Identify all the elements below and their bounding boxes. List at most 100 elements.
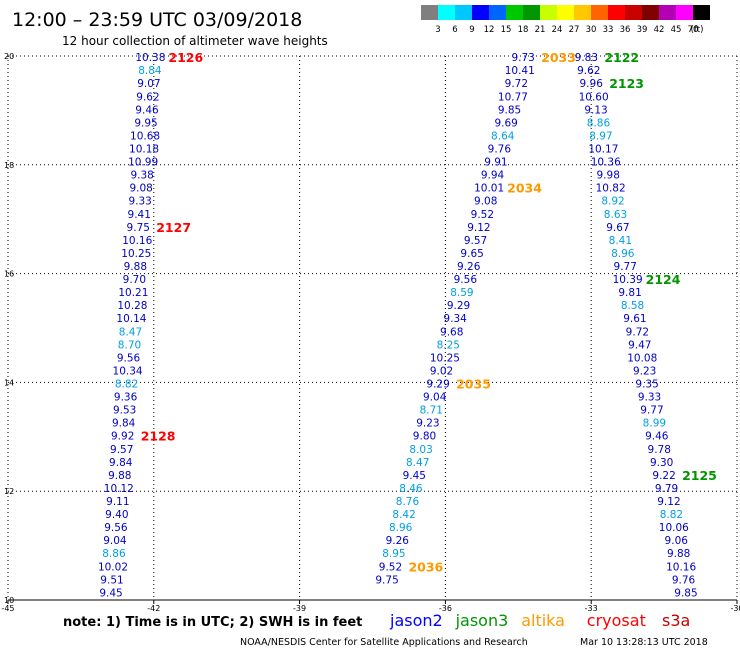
- colorbar-swatch: [421, 5, 438, 20]
- data-point-label: 9.75: [127, 222, 150, 234]
- data-point-label: 8.86: [102, 548, 126, 560]
- data-point-label: 8.47: [119, 326, 142, 338]
- pass-label: 2036: [408, 559, 443, 574]
- data-point-label: 9.33: [128, 196, 151, 208]
- data-point-label: 9.04: [103, 535, 127, 547]
- colorbar-label: 12: [484, 25, 495, 35]
- colorbar-swatch: [659, 5, 676, 20]
- data-point-label: 10.01: [474, 183, 504, 195]
- data-point-label: 9.08: [129, 183, 152, 195]
- data-point-label: 9.98: [597, 170, 620, 182]
- colorbar-swatch: [693, 5, 710, 20]
- data-point-label: 9.88: [124, 261, 147, 273]
- colorbar-label: 30: [586, 25, 597, 35]
- data-point-label: 10.14: [116, 313, 146, 325]
- y-tick-label: 10: [4, 596, 14, 605]
- note-text: note: 1) Time is in UTC; 2) SWH is in fe…: [63, 615, 362, 630]
- data-point-label: 9.41: [128, 209, 151, 221]
- pass-label: 2034: [507, 181, 542, 196]
- data-point-label: 9.26: [457, 261, 481, 273]
- axes: -45 -42 -39 -36 -33 -30 10 12 14 16 18 20: [1, 52, 740, 613]
- data-point-label: 9.72: [626, 326, 649, 338]
- colorbar-label: 18: [518, 25, 529, 35]
- colorbar-swatch: [472, 5, 489, 20]
- data-point-label: 9.76: [672, 574, 696, 586]
- colorbar-swatch: [438, 5, 455, 20]
- data-point-label: 9.29: [426, 378, 449, 390]
- data-point-label: 9.72: [505, 78, 528, 90]
- data-point-label: 10.25: [121, 248, 151, 260]
- data-point-label: 9.23: [416, 418, 439, 430]
- data-point-label: 9.33: [638, 392, 661, 404]
- pass-label: 2125: [682, 468, 717, 483]
- data-point-label: 8.99: [643, 418, 666, 430]
- data-point-label: 9.75: [375, 574, 398, 586]
- data-point-label: 10.21: [118, 287, 148, 299]
- color-scale-bar: 3 6 9 12 15 18 21 24 27 30 33 36 39 42 45 70(ft): [421, 5, 710, 35]
- data-point-label: 9.22: [652, 470, 675, 482]
- data-point-label: 8.96: [611, 248, 635, 260]
- data-point-label: 9.91: [484, 157, 507, 169]
- footer-credit: NOAA/NESDIS Center for Satellite Applica…: [240, 637, 528, 648]
- colorbar-swatch: [506, 5, 523, 20]
- pass-label: 2124: [646, 272, 681, 287]
- data-point-label: 9.12: [467, 222, 490, 234]
- data-point-label: 10.08: [627, 352, 657, 364]
- data-point-label: 9.62: [136, 91, 159, 103]
- chart-subtitle: 12 hour collection of altimeter wave hei…: [62, 34, 328, 48]
- colorbar-label: 15: [501, 25, 512, 35]
- colorbar-label: 36: [620, 25, 631, 35]
- y-tick-label: 12: [4, 487, 14, 496]
- colorbar-label: 33: [603, 25, 614, 35]
- data-point-label: 10.28: [117, 300, 147, 312]
- data-point-label: 10.34: [113, 365, 143, 377]
- colorbar-swatch: [557, 5, 574, 20]
- data-point-label: 9.02: [430, 365, 453, 377]
- data-point-label: 9.56: [104, 522, 128, 534]
- data-point-label: 9.38: [130, 170, 153, 182]
- data-point-label: 9.45: [99, 587, 122, 599]
- legend-altika: altika: [521, 611, 565, 630]
- data-point-label: 8.84: [138, 65, 162, 77]
- data-point-label: 9.68: [440, 326, 463, 338]
- colorbar-label: 39: [637, 25, 648, 35]
- data-point-label: 9.40: [105, 509, 128, 521]
- data-point-label: 9.47: [628, 339, 651, 351]
- data-point-label: 9.30: [650, 457, 673, 469]
- data-point-label: 9.07: [137, 78, 160, 90]
- data-point-label: 8.96: [389, 522, 413, 534]
- data-point-label: 9.04: [423, 392, 447, 404]
- colorbar-label: 3: [435, 25, 440, 35]
- data-point-label: 9.51: [100, 574, 123, 586]
- colorbar-swatch: [608, 5, 625, 20]
- data-point-label: 9.83: [575, 52, 598, 64]
- legend-jason2: jason2: [389, 611, 443, 630]
- y-tick-label: 14: [4, 378, 14, 387]
- y-tick-label: 20: [4, 52, 14, 61]
- data-point-label: 9.35: [635, 378, 658, 390]
- data-point-label: 10.36: [591, 157, 621, 169]
- data-point-label: 9.57: [110, 444, 133, 456]
- data-point-label: 10.16: [122, 235, 152, 247]
- data-point-label: 8.03: [409, 444, 432, 456]
- data-point-label: 9.11: [106, 496, 129, 508]
- pass-label: 2122: [604, 50, 639, 65]
- data-point-label: 10.77: [498, 91, 528, 103]
- colorbar-swatch: [574, 5, 591, 20]
- colorbar-label: 6: [452, 25, 457, 35]
- pass-label: 2128: [141, 429, 176, 444]
- data-point-label: 8.47: [406, 457, 429, 469]
- data-point-label: 9.81: [618, 287, 641, 299]
- data-point-label: 9.26: [386, 535, 410, 547]
- data-point-label: 8.71: [420, 405, 443, 417]
- data-point-label: 8.46: [399, 483, 423, 495]
- colorbar-swatch: [540, 5, 557, 20]
- data-point-label: 9.79: [655, 483, 678, 495]
- data-point-label: 8.95: [382, 548, 405, 560]
- data-point-label: 9.65: [460, 248, 483, 260]
- data-point-label: 10.25: [430, 352, 460, 364]
- data-point-label: 9.84: [112, 418, 136, 430]
- pass-label: 2126: [168, 50, 203, 65]
- data-point-label: 8.76: [396, 496, 420, 508]
- x-tick-label: -33: [585, 604, 598, 613]
